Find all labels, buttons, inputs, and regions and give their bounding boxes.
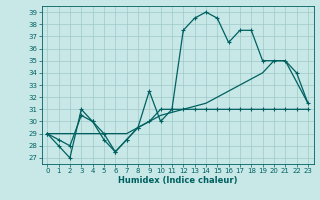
X-axis label: Humidex (Indice chaleur): Humidex (Indice chaleur) xyxy=(118,176,237,185)
